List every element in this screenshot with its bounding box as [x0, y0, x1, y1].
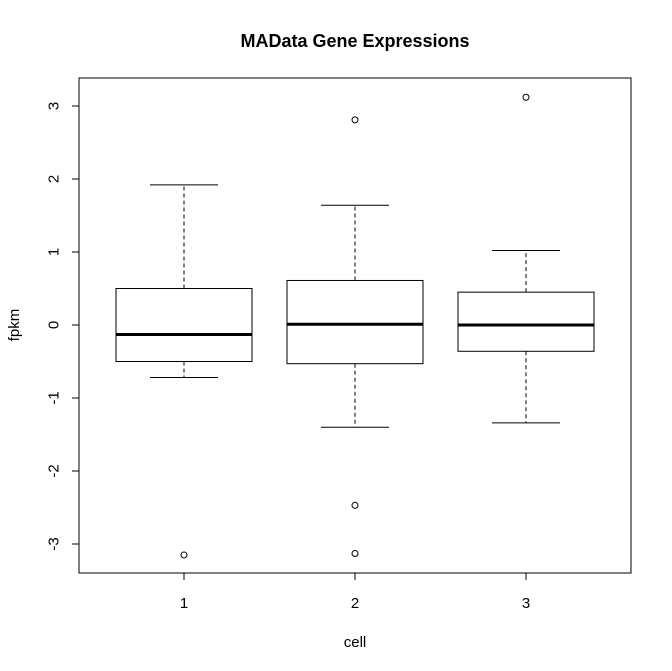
x-tick-label: 2: [351, 595, 359, 612]
box: [115, 288, 253, 362]
outlier-point: [522, 93, 530, 101]
outlier-point: [351, 116, 359, 124]
box-group-3: [457, 93, 595, 424]
x-axis: 1 2 3: [180, 572, 530, 612]
boxes: [115, 93, 595, 559]
box-group-1: [115, 184, 253, 559]
y-tick-label: -3: [46, 537, 63, 550]
y-tick-label: 3: [46, 102, 63, 110]
x-axis-label: cell: [344, 634, 367, 651]
y-tick-label: 2: [46, 175, 63, 183]
box-group-2: [286, 116, 424, 557]
y-tick-label: -1: [46, 391, 63, 404]
y-tick-label: 1: [46, 248, 63, 256]
outlier-point: [351, 501, 359, 509]
y-tick-label: -2: [46, 464, 63, 477]
y-axis: -3 -2 -1 0 1 2 3: [46, 102, 80, 551]
box: [457, 291, 595, 352]
outlier-point: [180, 551, 188, 559]
box: [286, 279, 424, 365]
outlier-point: [351, 549, 359, 557]
x-tick-label: 1: [180, 595, 188, 612]
y-axis-label: fpkm: [6, 309, 23, 342]
chart-title: MAData Gene Expressions: [240, 31, 469, 51]
y-tick-label: 0: [46, 321, 63, 329]
x-tick-label: 3: [522, 595, 530, 612]
